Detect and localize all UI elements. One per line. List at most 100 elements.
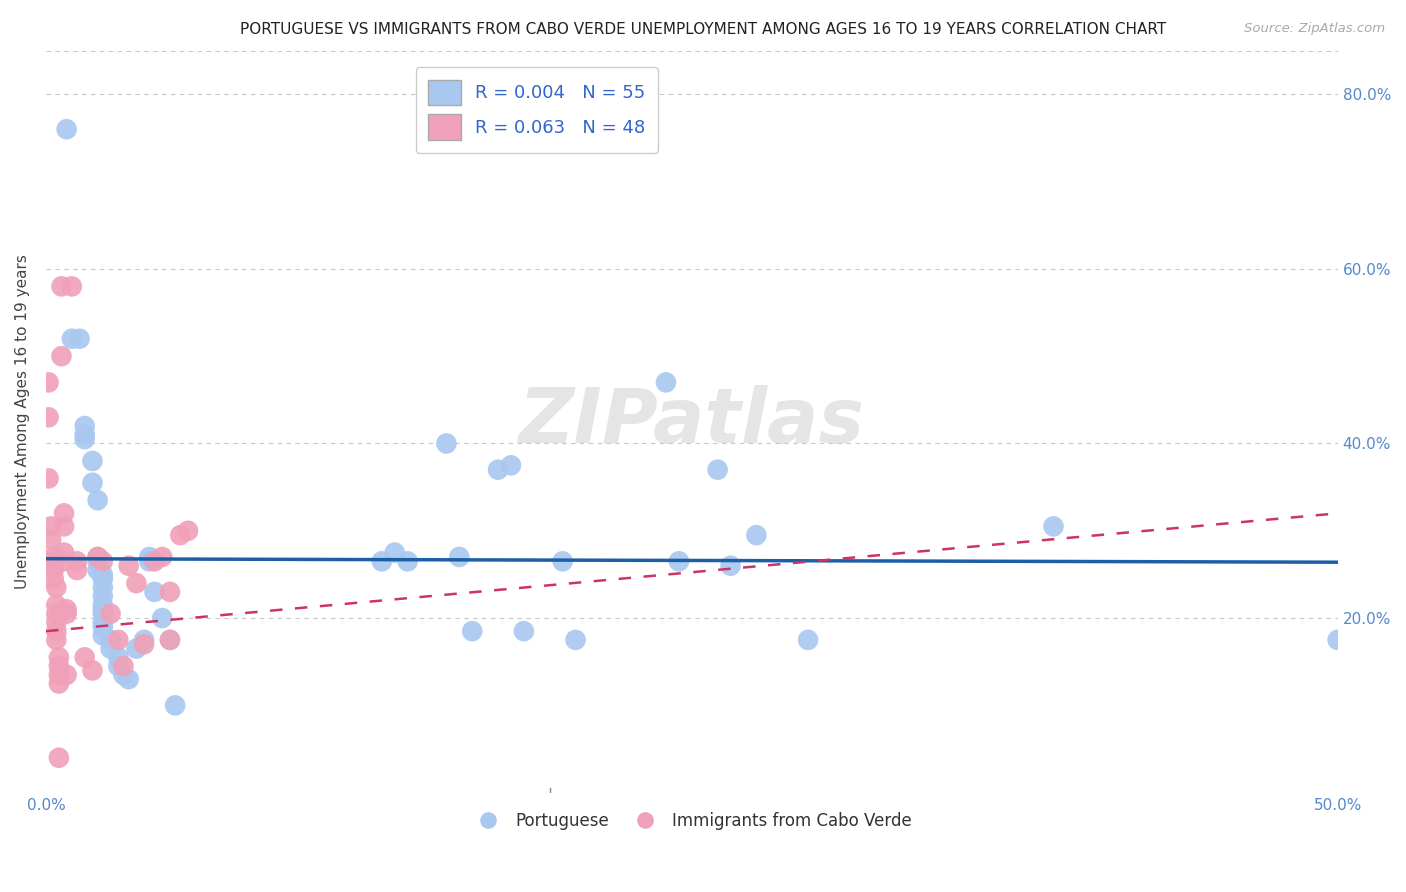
Point [91, 554, 114, 568]
Point [107, 659, 129, 673]
Text: Source: ZipAtlas.com: Source: ZipAtlas.com [1244, 22, 1385, 36]
Point [100, 607, 122, 621]
Point [86, 554, 108, 568]
Point [91, 581, 114, 595]
Point [51, 279, 73, 293]
Point [73, 432, 96, 446]
Point [53, 519, 76, 533]
Point [125, 641, 148, 656]
Point [86, 493, 108, 508]
Point [100, 641, 122, 656]
Point [551, 554, 574, 568]
Point [73, 650, 96, 665]
Point [434, 436, 457, 450]
Point [82, 664, 104, 678]
Point [53, 554, 76, 568]
Point [53, 506, 76, 520]
Point [91, 628, 114, 642]
Point [720, 558, 742, 573]
Point [42, 563, 65, 577]
Point [66, 554, 89, 568]
Text: ZIPatlas: ZIPatlas [519, 384, 865, 458]
Point [706, 463, 728, 477]
Point [38, 376, 60, 390]
Point [125, 576, 148, 591]
Point [55, 607, 77, 621]
Point [86, 563, 108, 577]
Point [91, 607, 114, 621]
Point [371, 554, 394, 568]
Point [60, 279, 83, 293]
Point [797, 632, 820, 647]
Point [48, 676, 70, 690]
Point [42, 572, 65, 586]
Point [449, 549, 471, 564]
Point [138, 549, 160, 564]
Point [100, 632, 122, 647]
Point [91, 572, 114, 586]
Point [48, 750, 70, 764]
Point [69, 332, 91, 346]
Point [38, 410, 60, 425]
Point [73, 427, 96, 442]
Point [91, 615, 114, 630]
Point [48, 650, 70, 665]
Point [91, 598, 114, 612]
Point [150, 611, 173, 625]
Point [1326, 632, 1348, 647]
Point [112, 668, 135, 682]
Point [159, 632, 181, 647]
Point [117, 558, 139, 573]
Point [39, 533, 62, 547]
Point [45, 598, 67, 612]
Point [55, 668, 77, 682]
Point [53, 546, 76, 560]
Point [107, 650, 129, 665]
Point [91, 567, 114, 582]
Point [60, 332, 83, 346]
Point [55, 122, 77, 136]
Point [134, 637, 156, 651]
Point [165, 698, 187, 713]
Point [143, 585, 166, 599]
Point [513, 624, 536, 639]
Point [159, 585, 181, 599]
Point [396, 554, 419, 568]
Point [150, 549, 173, 564]
Point [45, 581, 67, 595]
Point [45, 632, 67, 647]
Point [177, 524, 200, 538]
Point [486, 463, 509, 477]
Point [73, 419, 96, 434]
Point [38, 471, 60, 485]
Point [86, 549, 108, 564]
Point [39, 519, 62, 533]
Point [91, 589, 114, 603]
Point [159, 632, 181, 647]
Point [655, 376, 678, 390]
Point [91, 602, 114, 616]
Point [82, 475, 104, 490]
Legend: Portuguese, Immigrants from Cabo Verde: Portuguese, Immigrants from Cabo Verde [465, 805, 918, 837]
Point [45, 607, 67, 621]
Point [42, 554, 65, 568]
Point [45, 615, 67, 630]
Point [48, 668, 70, 682]
Y-axis label: Unemployment Among Ages 16 to 19 years: Unemployment Among Ages 16 to 19 years [15, 254, 30, 589]
Point [48, 659, 70, 673]
Point [668, 554, 690, 568]
Point [86, 549, 108, 564]
Point [1042, 519, 1064, 533]
Point [499, 458, 522, 473]
Point [117, 672, 139, 686]
Point [42, 549, 65, 564]
Point [461, 624, 484, 639]
Point [169, 528, 191, 542]
Point [45, 624, 67, 639]
Point [143, 554, 166, 568]
Point [107, 632, 129, 647]
Point [384, 546, 406, 560]
Point [66, 563, 89, 577]
Point [112, 659, 135, 673]
Point [138, 554, 160, 568]
